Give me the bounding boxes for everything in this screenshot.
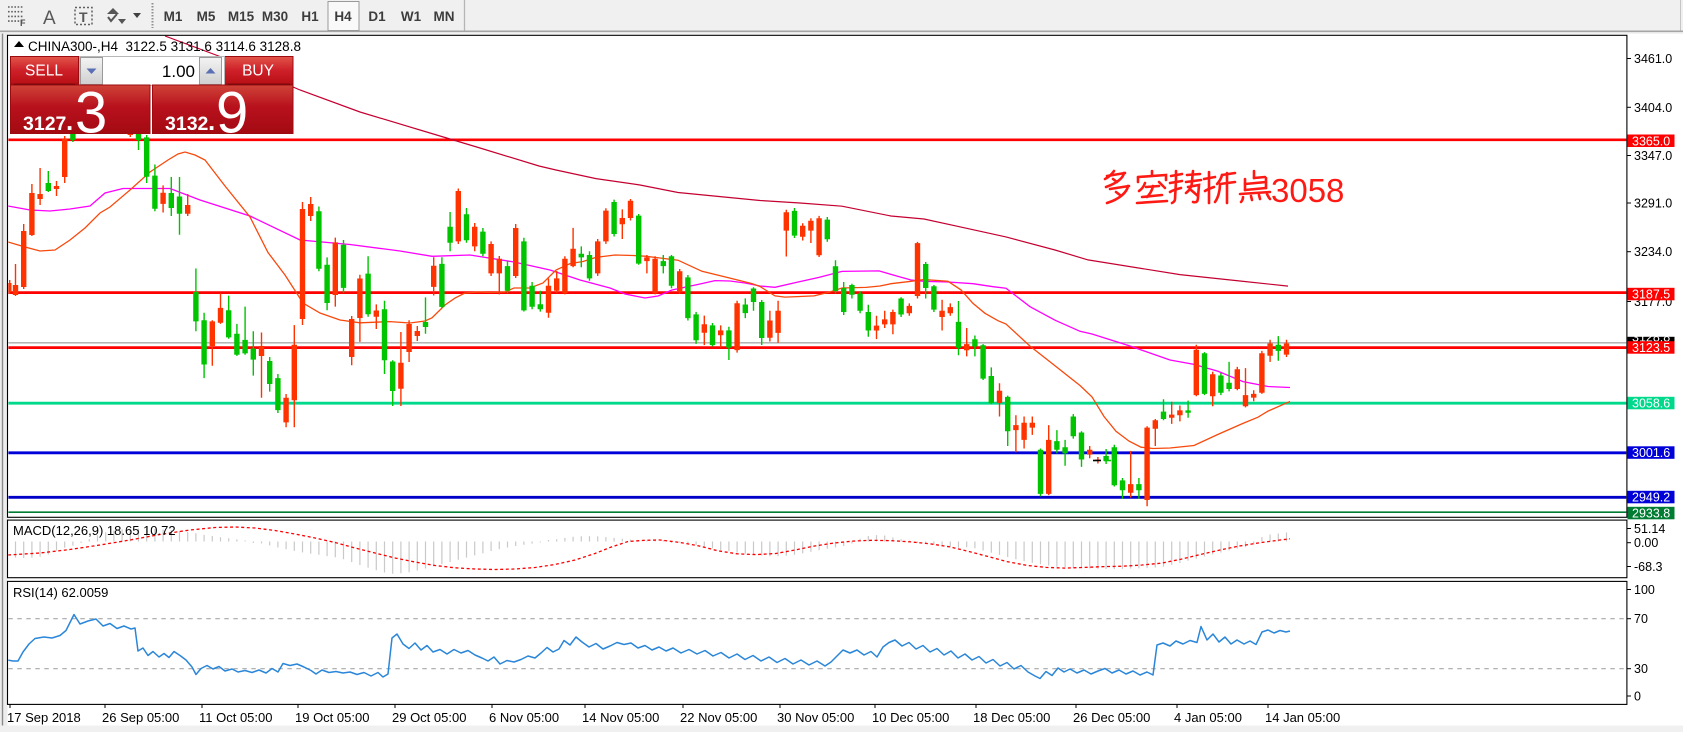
svg-text:3461.0: 3461.0 — [1634, 52, 1672, 66]
svg-text:30 Nov 05:00: 30 Nov 05:00 — [777, 710, 854, 725]
svg-text:30: 30 — [1634, 662, 1648, 676]
svg-text:3404.0: 3404.0 — [1634, 101, 1672, 115]
svg-text:W1: W1 — [401, 9, 422, 24]
svg-text:3128.8: 3128.8 — [1632, 330, 1670, 344]
svg-text:H4: H4 — [334, 9, 352, 24]
svg-text:6 Nov 05:00: 6 Nov 05:00 — [489, 710, 559, 725]
svg-text:3: 3 — [75, 81, 107, 146]
svg-text:SELL: SELL — [25, 63, 63, 80]
svg-text:0: 0 — [1634, 690, 1641, 704]
svg-text:0.00: 0.00 — [1634, 536, 1658, 550]
svg-text:.: . — [66, 106, 73, 136]
svg-text:3001.6: 3001.6 — [1632, 446, 1670, 460]
svg-text:3058.6: 3058.6 — [1632, 397, 1670, 411]
svg-text:22 Nov 05:00: 22 Nov 05:00 — [680, 710, 757, 725]
svg-text:2949.2: 2949.2 — [1632, 491, 1670, 505]
svg-text:18 Dec 05:00: 18 Dec 05:00 — [973, 710, 1050, 725]
svg-text:26 Dec 05:00: 26 Dec 05:00 — [1073, 710, 1150, 725]
svg-text:3127: 3127 — [23, 113, 66, 135]
svg-text:100: 100 — [1634, 583, 1655, 597]
svg-text:A: A — [43, 8, 56, 29]
svg-text:MACD(12,26,9) 18.65 10.72: MACD(12,26,9) 18.65 10.72 — [13, 523, 176, 538]
svg-text:M30: M30 — [262, 9, 288, 24]
svg-text:3291.0: 3291.0 — [1634, 197, 1672, 211]
svg-text:3347.0: 3347.0 — [1634, 149, 1672, 163]
svg-text:M15: M15 — [228, 9, 255, 24]
svg-text:1.00: 1.00 — [162, 62, 195, 81]
svg-text:F: F — [20, 18, 26, 28]
svg-text:-68.3: -68.3 — [1634, 560, 1663, 574]
svg-text:14 Jan 05:00: 14 Jan 05:00 — [1265, 710, 1340, 725]
svg-text:14 Nov 05:00: 14 Nov 05:00 — [582, 710, 659, 725]
svg-text:M1: M1 — [164, 9, 183, 24]
svg-text:3187.5: 3187.5 — [1632, 288, 1670, 302]
svg-text:2933.8: 2933.8 — [1632, 507, 1670, 521]
svg-text:3123.5: 3123.5 — [1632, 341, 1670, 355]
svg-text:10 Dec 05:00: 10 Dec 05:00 — [872, 710, 949, 725]
svg-text:29 Oct 05:00: 29 Oct 05:00 — [392, 710, 466, 725]
svg-text:17 Sep 2018: 17 Sep 2018 — [7, 710, 81, 725]
svg-text:3058: 3058 — [1271, 172, 1344, 209]
svg-text:MN: MN — [434, 9, 455, 24]
svg-text:T: T — [79, 9, 88, 25]
svg-text:BUY: BUY — [242, 63, 274, 80]
svg-text:.: . — [208, 106, 215, 136]
svg-text:3365.0: 3365.0 — [1632, 134, 1670, 148]
svg-text:26 Sep 05:00: 26 Sep 05:00 — [102, 710, 179, 725]
svg-text:19 Oct 05:00: 19 Oct 05:00 — [295, 710, 369, 725]
svg-text:3132: 3132 — [165, 113, 209, 135]
svg-text:3234.0: 3234.0 — [1634, 245, 1672, 259]
svg-text:4 Jan 05:00: 4 Jan 05:00 — [1174, 710, 1242, 725]
svg-text:11 Oct 05:00: 11 Oct 05:00 — [199, 710, 272, 725]
svg-text:RSI(14) 62.0059: RSI(14) 62.0059 — [13, 585, 108, 600]
svg-text:9: 9 — [216, 81, 248, 146]
svg-text:M5: M5 — [197, 9, 216, 24]
svg-text:51.14: 51.14 — [1634, 522, 1665, 536]
svg-text:CHINA300-,H4 3122.5 3131.6 31: CHINA300-,H4 3122.5 3131.6 3114.6 3128.8 — [28, 39, 301, 54]
svg-text:D1: D1 — [368, 9, 386, 24]
svg-text:H1: H1 — [301, 9, 319, 24]
svg-text:70: 70 — [1634, 612, 1648, 626]
